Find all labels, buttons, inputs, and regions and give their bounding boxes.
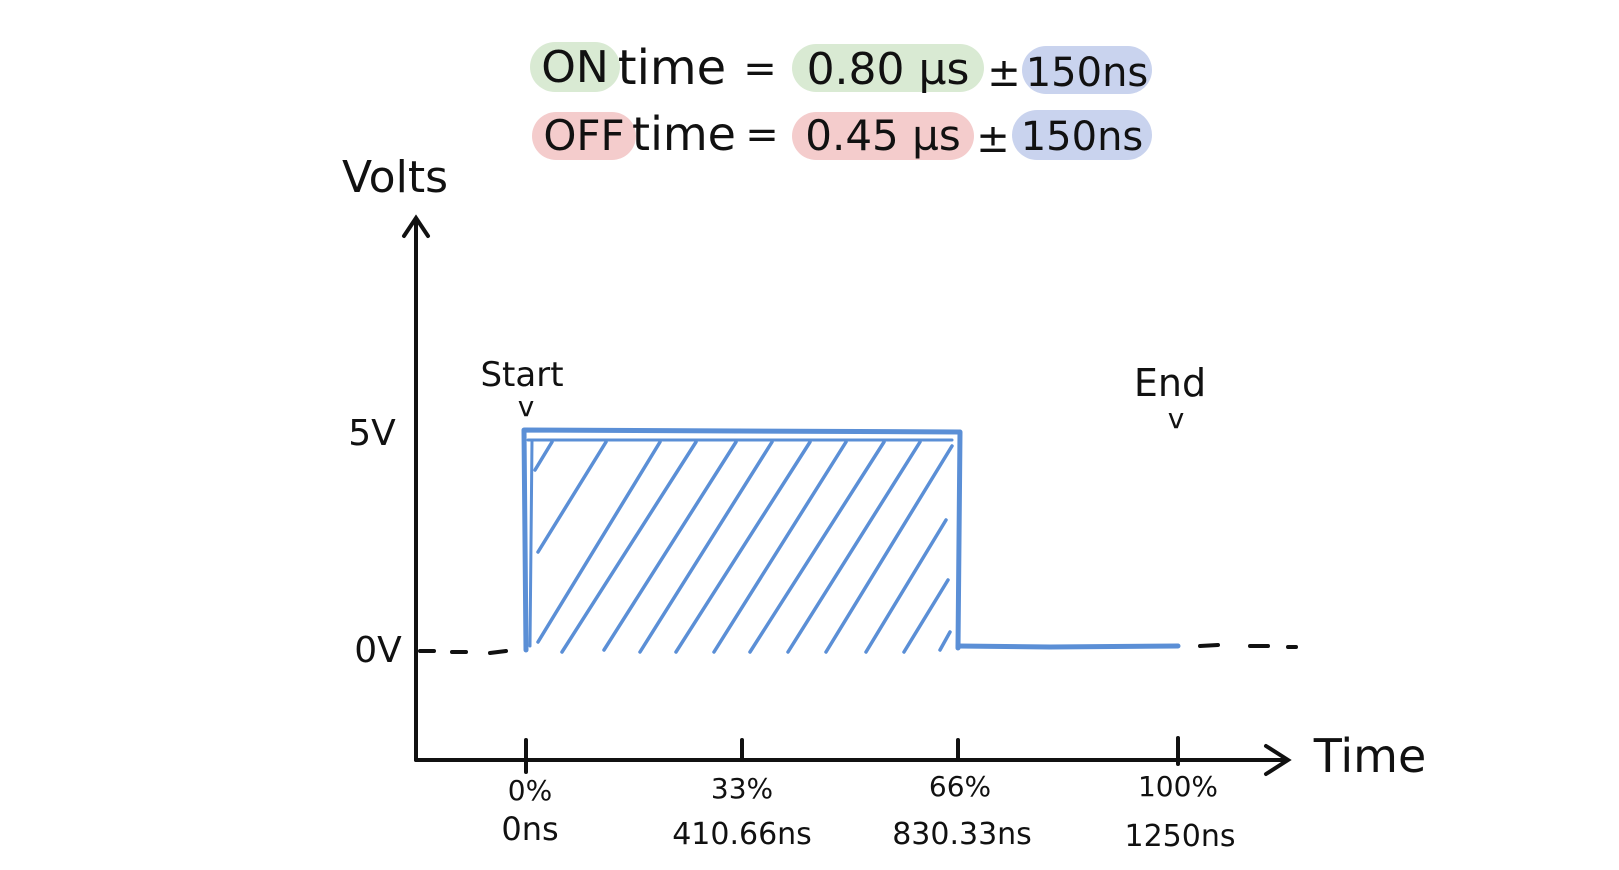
pwm-signal — [521, 427, 1181, 653]
off-equals: = — [745, 112, 779, 158]
tick-time: 1250ns — [1125, 819, 1236, 854]
tick-time: 410.66ns — [672, 817, 812, 852]
off-label: OFF — [543, 111, 624, 160]
off-plus-minus: ± — [976, 116, 1010, 162]
on-equals: = — [743, 46, 777, 92]
tick-pct: 66% — [929, 770, 991, 803]
on-plus-minus: ± — [987, 50, 1021, 96]
start-caret: v — [518, 390, 535, 423]
on-pulse-left-inner — [528, 438, 534, 648]
tick-time: 830.33ns — [892, 817, 1032, 852]
y-axis — [402, 214, 430, 762]
tick-label-100: 100% 1250ns — [1125, 770, 1236, 854]
on-pulse-outline — [521, 427, 963, 653]
x-axis-arrowhead — [1264, 744, 1292, 776]
x-axis — [414, 744, 1292, 776]
tick-pct: 0% — [508, 774, 552, 807]
on-value-highlight — [792, 44, 984, 92]
tick-time: 0ns — [501, 810, 558, 848]
tick-label-0: 0% 0ns — [501, 774, 558, 848]
off-label-highlight — [532, 112, 636, 160]
start-label: Start — [480, 355, 563, 395]
y-level-0v: 0V — [354, 630, 402, 671]
zero-volt-dashes-right — [1198, 643, 1298, 649]
off-value: 0.45 µs — [805, 111, 960, 160]
off-value-highlight — [792, 112, 974, 160]
on-label-highlight — [530, 42, 620, 92]
off-tolerance: 150ns — [1021, 114, 1144, 160]
off-level — [955, 643, 1181, 650]
y-axis-arrowhead — [402, 214, 430, 238]
on-time-formula: ON time = 0.80 µs ± 150ns — [530, 40, 1152, 96]
x-axis-ticks — [524, 736, 1180, 774]
tick-pct: 33% — [711, 772, 773, 805]
on-tolerance: 150ns — [1026, 50, 1149, 96]
tick-label-66: 66% 830.33ns — [892, 770, 1032, 852]
end-label: End — [1134, 361, 1206, 405]
on-label: ON — [541, 42, 609, 93]
x-axis-label: Time — [1313, 729, 1427, 783]
on-pulse-hatching — [533, 440, 954, 654]
off-tolerance-highlight — [1012, 110, 1152, 160]
off-time-word: time — [632, 107, 736, 161]
off-time-formula: OFF time = 0.45 µs ± 150ns — [532, 107, 1152, 162]
on-value: 0.80 µs — [807, 44, 970, 95]
on-time-word: time — [618, 40, 726, 96]
zero-volt-dashes-left — [418, 649, 508, 655]
y-level-5v: 5V — [348, 413, 396, 454]
tick-pct: 100% — [1138, 770, 1218, 803]
y-axis-label: Volts — [342, 152, 448, 203]
on-tolerance-highlight — [1022, 46, 1152, 94]
tick-label-33: 33% 410.66ns — [672, 772, 812, 852]
end-caret: v — [1168, 402, 1185, 435]
